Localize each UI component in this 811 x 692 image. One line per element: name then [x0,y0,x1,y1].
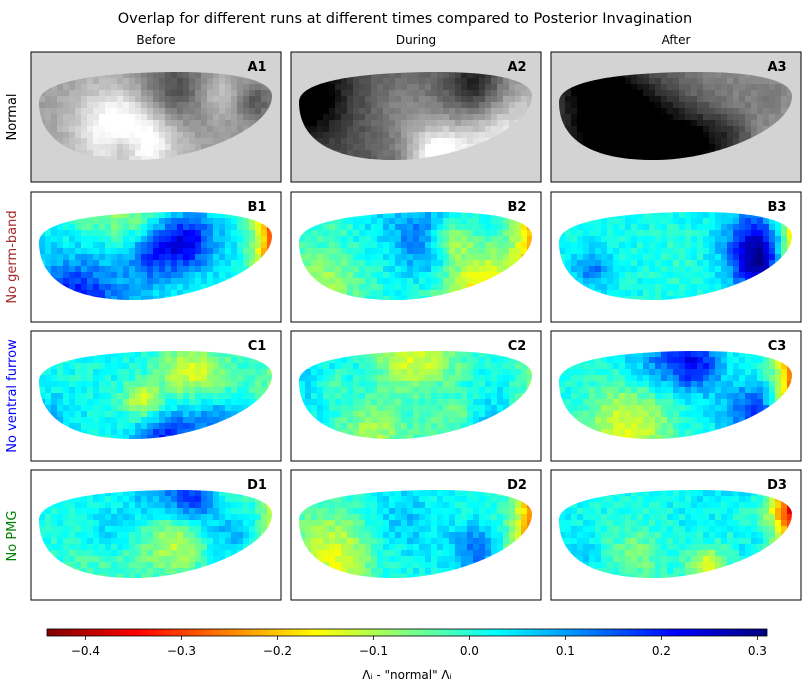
panel-label: B2 [508,200,527,215]
column-header: After [662,33,691,47]
panel-b3: B3 [550,191,802,323]
column-header: During [396,33,436,47]
panel-frame [30,469,282,601]
panel-label: D1 [247,478,267,493]
row-label: No ventral furrow [5,339,20,453]
panel-label: A2 [507,60,526,75]
panel-frame [30,330,282,462]
panel-label: D3 [767,478,787,493]
colorbar-tick-label: −0.2 [263,644,292,658]
colorbar-tick-label: −0.4 [71,644,100,658]
panel-label: A1 [247,60,266,75]
panel-frame [30,51,282,183]
panel-c3: C3 [550,330,802,462]
column-header: Before [136,33,175,47]
colorbar-tick-label: 0.2 [652,644,671,658]
panel-label: C1 [248,339,267,354]
colorbar-label: Λᵢ - "normal" Λᵢ [362,668,452,682]
panel-label: C3 [768,339,787,354]
panel-frame [30,191,282,323]
column-headers: Before During After [136,33,690,47]
embryo-map [559,212,792,301]
panel-frame [550,330,802,462]
colorbar-tick-label: 0.0 [460,644,479,658]
panel-frame [290,330,542,462]
panel-frame [290,51,542,183]
panel-a1: A1 [30,51,282,183]
panel-frame [550,469,802,601]
embryo-map [299,490,532,579]
panel-label: C2 [508,339,527,354]
row-label: Normal [5,93,20,140]
row-label: No PMG [5,511,20,562]
colorbar-tick-label: 0.1 [556,644,575,658]
panel-label: B3 [768,200,787,215]
panel-b1: B1 [30,191,282,323]
panel-a2: A2 [290,51,542,183]
panel-d3: D3 [550,469,802,601]
colorbar: −0.4 −0.3 −0.2 −0.1 0.0 0.1 0.2 0.3 Λᵢ - "normal… [46,628,768,682]
panel-a3: A3 [550,51,802,183]
panel-d2: D2 [290,469,542,601]
panel-frame [550,191,802,323]
panel-frame [290,191,542,323]
panel-frame [290,469,542,601]
panel-c2: C2 [290,330,542,462]
panel-frame [550,51,802,183]
row-label: No germ-band [5,210,20,303]
panel-label: D2 [507,478,527,493]
colorbar-tick-label: −0.1 [359,644,388,658]
colorbar-gradient [46,628,768,637]
panel-label: B1 [248,200,267,215]
row-labels: Normal No germ-band No ventral furrow No PM… [5,93,20,561]
panel-grid: A1 A2 A3 B1 B2 B3 C1 C2 C3 D1 D2 D3 [30,51,802,601]
panel-c1: C1 [30,330,282,462]
colorbar-tick-label: −0.3 [167,644,196,658]
panel-d1: D1 [30,469,282,601]
figure-title: Overlap for different runs at different … [118,11,692,27]
panel-label: A3 [767,60,786,75]
colorbar-tick-label: 0.3 [748,644,767,658]
panel-b2: B2 [290,191,542,323]
